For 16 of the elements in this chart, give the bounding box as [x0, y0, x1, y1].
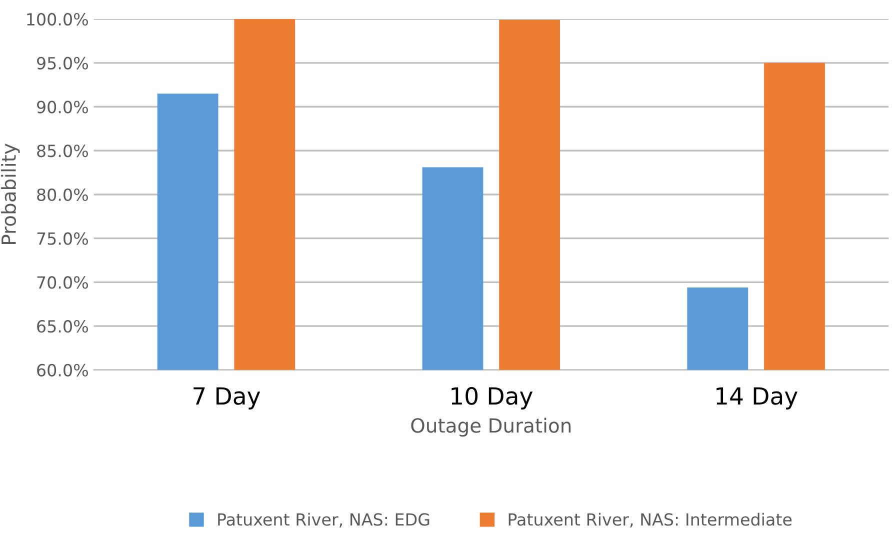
- y-axis-title: Probability: [0, 144, 20, 244]
- y-tick-label: 75.0%: [37, 232, 88, 245]
- y-tick-label: 90.0%: [37, 100, 88, 114]
- x-axis-title: Outage Duration: [411, 418, 571, 437]
- legend-label: Patuxent River, NAS: Intermediate: [508, 512, 792, 528]
- y-tick-label: 95.0%: [37, 56, 88, 70]
- y-tick-label: 65.0%: [37, 320, 88, 333]
- y-tick-label: 60.0%: [37, 364, 88, 376]
- x-tick-label: 10 Day: [452, 387, 533, 410]
- legend-label: Patuxent River, NAS: EDG: [218, 512, 430, 528]
- x-tick-label: 14 Day: [716, 387, 798, 410]
- y-tick-label: 80.0%: [37, 188, 88, 202]
- x-tick-label: 7 Day: [194, 387, 260, 410]
- y-tick-label: 85.0%: [37, 144, 88, 158]
- y-tick-label: 70.0%: [37, 276, 88, 289]
- y-tick-label: 100.0%: [27, 13, 88, 26]
